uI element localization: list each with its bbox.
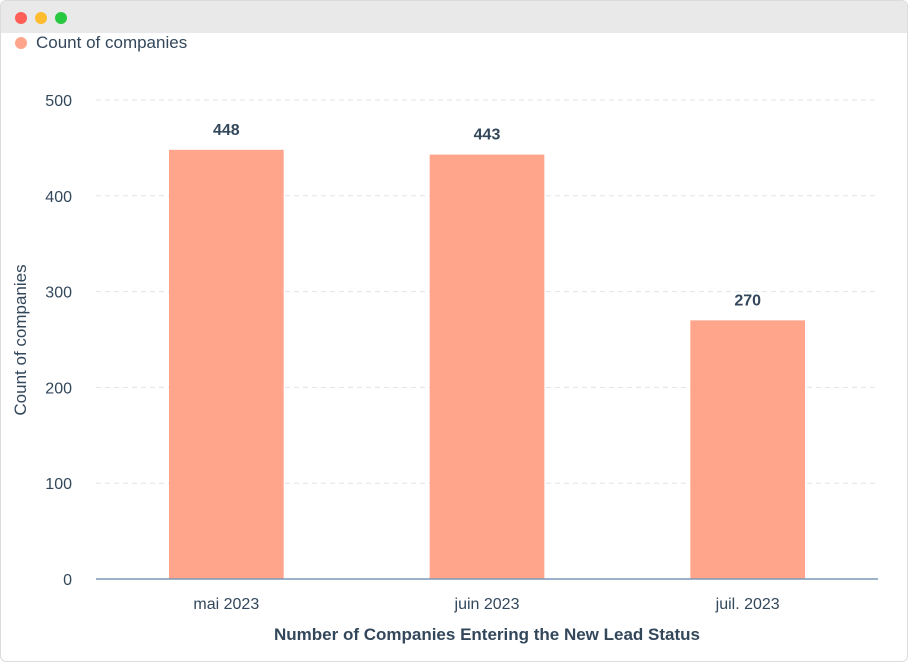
y-axis-title: Count of companies [11, 264, 30, 415]
x-axis-ticks: mai 2023 juin 2023 juil. 2023 [193, 596, 779, 613]
bars [168, 149, 806, 580]
x-tick-label: juil. 2023 [715, 596, 780, 613]
window-titlebar [1, 1, 907, 33]
y-axis-ticks: 0 100 200 300 400 500 [45, 93, 72, 589]
y-tick-label: 200 [45, 380, 72, 397]
y-tick-label: 500 [45, 93, 72, 110]
y-tick-label: 400 [45, 189, 72, 206]
y-tick-label: 0 [63, 572, 72, 589]
bar-value-label: 443 [474, 127, 501, 144]
x-axis-title: Number of Companies Entering the New Lea… [274, 625, 700, 644]
legend-label: Count of companies [36, 33, 188, 52]
minimize-window-icon[interactable] [35, 12, 47, 24]
bar[interactable] [690, 320, 806, 579]
y-tick-label: 100 [45, 476, 72, 493]
legend-swatch-icon [15, 37, 27, 49]
bar-value-label: 270 [734, 292, 761, 309]
chart-legend: Count of companies [15, 33, 187, 53]
bar-value-label: 448 [213, 122, 240, 139]
close-window-icon[interactable] [15, 12, 27, 24]
bar[interactable] [429, 154, 545, 579]
data-labels: 448 443 270 [213, 122, 761, 310]
x-tick-label: juin 2023 [454, 596, 520, 613]
bar[interactable] [168, 149, 284, 580]
x-tick-label: mai 2023 [193, 596, 259, 613]
y-tick-label: 300 [45, 285, 72, 302]
maximize-window-icon[interactable] [55, 12, 67, 24]
